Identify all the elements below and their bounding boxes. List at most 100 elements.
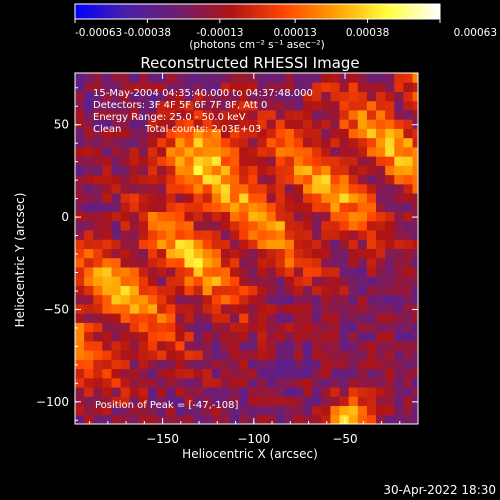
heatmap-cell xyxy=(84,239,94,249)
heatmap-cell xyxy=(266,119,277,129)
heatmap-cell xyxy=(102,183,112,194)
heatmap-cell xyxy=(321,396,331,407)
heatmap-cell xyxy=(120,387,131,397)
heatmap-cell xyxy=(403,183,414,194)
heatmap-cell xyxy=(357,230,368,240)
heatmap-cell xyxy=(293,174,304,185)
heatmap-cell xyxy=(211,128,222,139)
heatmap-cell xyxy=(366,313,377,323)
heatmap-cell xyxy=(102,248,112,259)
heatmap-cell xyxy=(84,414,94,424)
heatmap-cell xyxy=(211,82,222,92)
y-tick-label: −100 xyxy=(36,395,69,409)
heatmap-cell xyxy=(211,266,222,277)
heatmap-cell xyxy=(175,405,185,416)
heatmap-cell xyxy=(230,266,240,277)
heatmap-cell xyxy=(284,211,295,222)
heatmap-cell xyxy=(166,91,176,102)
heatmap-cell xyxy=(376,276,386,286)
heatmap-cell xyxy=(211,396,222,407)
colorbar-tick-label: 0.00038 xyxy=(346,27,389,39)
heatmap-cell xyxy=(166,313,176,323)
heatmap-cell xyxy=(75,377,85,388)
heatmap-cell xyxy=(129,220,140,231)
heatmap-cell xyxy=(412,303,418,314)
heatmap-cell xyxy=(357,174,368,185)
heatmap-cell xyxy=(403,331,414,342)
heatmap-cell xyxy=(102,405,112,416)
heatmap-cell xyxy=(75,322,85,333)
heatmap-cell xyxy=(93,276,103,286)
heatmap-cell xyxy=(412,350,418,360)
heatmap-cell xyxy=(303,119,313,129)
heatmap-cell xyxy=(357,331,368,342)
heatmap-cell xyxy=(284,368,295,379)
heatmap-cell xyxy=(202,137,213,148)
heatmap-cell xyxy=(93,211,103,222)
heatmap-cell xyxy=(239,156,249,166)
heatmap-cell xyxy=(111,73,122,83)
heatmap-cell xyxy=(293,239,304,249)
heatmap-cell xyxy=(120,146,131,157)
heatmap-cell xyxy=(220,193,231,203)
heatmap-cell xyxy=(303,156,313,166)
heatmap-cell xyxy=(339,266,350,277)
heatmap-cell xyxy=(394,211,404,222)
heatmap-cell xyxy=(157,202,167,213)
heatmap-cell xyxy=(120,377,131,388)
heatmap-cell xyxy=(120,220,131,231)
heatmap-cell xyxy=(366,294,377,305)
heatmap-cell xyxy=(266,331,277,342)
heatmap-cell xyxy=(312,183,322,194)
heatmap-cell xyxy=(357,73,368,83)
heatmap-cell xyxy=(239,248,249,259)
heatmap-cell xyxy=(129,322,140,333)
heatmap-cell xyxy=(266,146,277,157)
heatmap-cell xyxy=(412,368,418,379)
heatmap-cell xyxy=(312,193,322,203)
heatmap-cell xyxy=(102,331,112,342)
heatmap-cell xyxy=(312,266,322,277)
y-tick-label: 0 xyxy=(61,210,69,224)
heatmap-cell xyxy=(266,156,277,166)
heatmap-cell xyxy=(129,73,140,83)
heatmap-cell xyxy=(220,220,231,231)
heatmap-cell xyxy=(138,202,149,213)
heatmap-cell xyxy=(403,350,414,360)
heatmap-cell xyxy=(147,396,158,407)
heatmap-cell xyxy=(157,350,167,360)
heatmap-cell xyxy=(339,322,350,333)
heatmap-cell xyxy=(275,174,286,185)
heatmap-cell xyxy=(257,266,268,277)
heatmap-cell xyxy=(348,276,359,286)
heatmap-cell xyxy=(166,377,176,388)
heatmap-cell xyxy=(266,174,277,185)
heatmap-cell xyxy=(193,73,204,83)
heatmap-cell xyxy=(394,387,404,397)
heatmap-cell xyxy=(138,174,149,185)
heatmap-cell xyxy=(376,405,386,416)
heatmap-cell xyxy=(111,285,122,296)
heatmap-cell xyxy=(312,350,322,360)
heatmap-cell xyxy=(366,146,377,157)
heatmap-cell xyxy=(111,257,122,268)
heatmap-cell xyxy=(312,220,322,231)
heatmap-cell xyxy=(248,313,258,323)
heatmap-cell xyxy=(385,276,395,286)
heatmap-cell xyxy=(184,396,195,407)
heatmap-cell xyxy=(394,193,404,203)
heatmap-cell xyxy=(157,183,167,194)
heatmap-cell xyxy=(202,303,213,314)
heatmap-cell xyxy=(93,119,103,129)
heatmap-cell xyxy=(348,193,359,203)
heatmap-cell xyxy=(211,377,222,388)
heatmap-cell xyxy=(412,340,418,351)
heatmap-cell xyxy=(266,322,277,333)
heatmap-cell xyxy=(303,100,313,111)
heatmap-cell xyxy=(321,73,331,83)
heatmap-cell xyxy=(102,257,112,268)
heatmap-cell xyxy=(321,340,331,351)
heatmap-cell xyxy=(202,183,213,194)
heatmap-cell xyxy=(339,119,350,129)
heatmap-cell xyxy=(102,368,112,379)
